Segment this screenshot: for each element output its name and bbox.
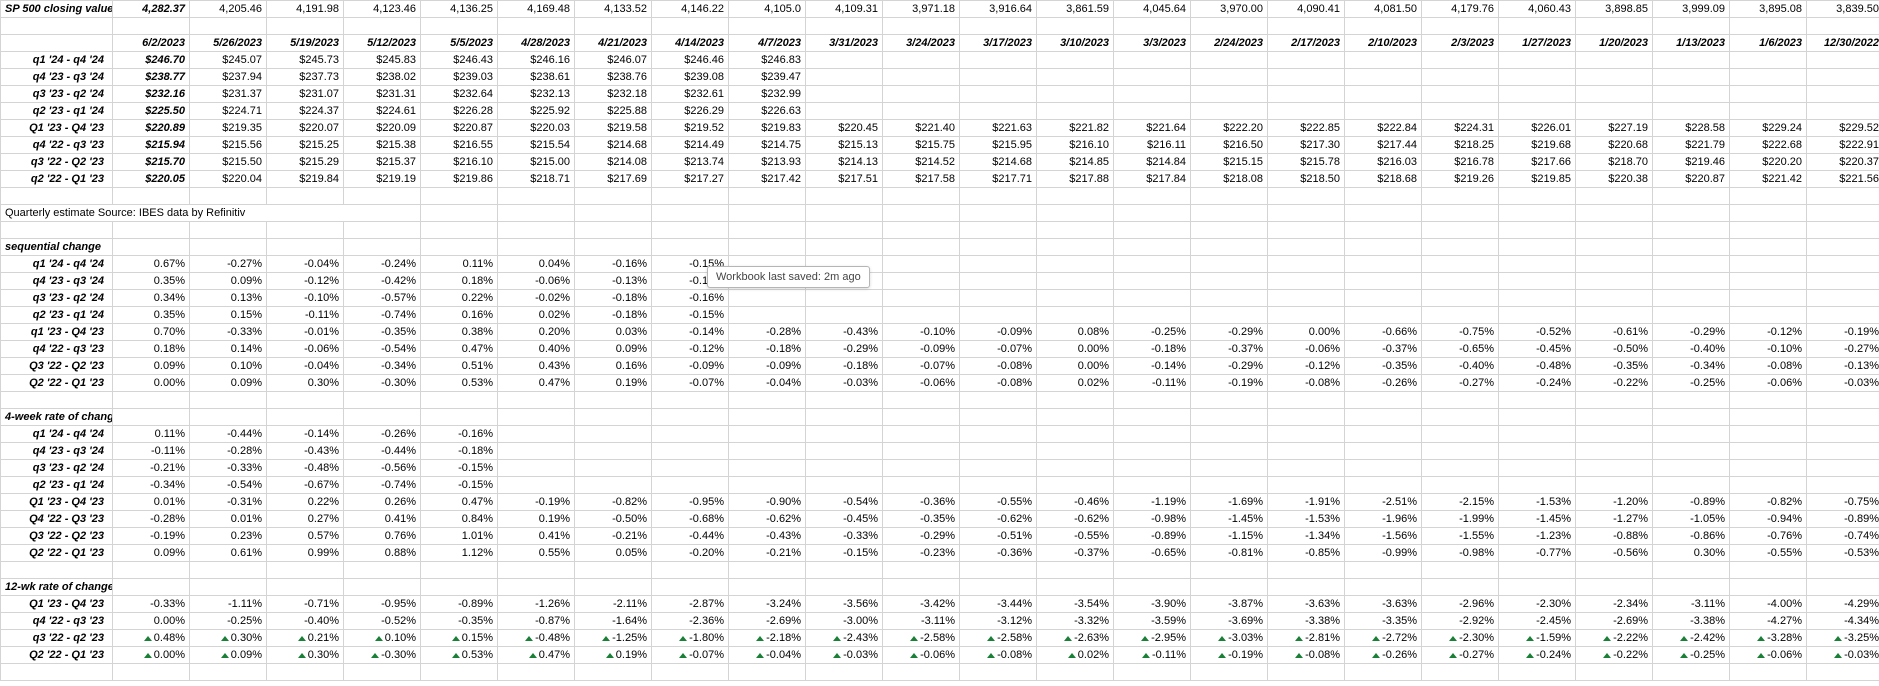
data-row[interactable]: Q1 '23 - Q4 '23$220.89$219.35$220.07$220… xyxy=(1,120,1879,137)
data-row[interactable]: q2 '23 - q1 '24$225.50$224.71$224.37$224… xyxy=(1,103,1879,120)
data-row[interactable]: Q2 '22 - Q1 '230.09%0.61%0.99%0.88%1.12%… xyxy=(1,545,1879,562)
data-row[interactable]: q3 '23 - q2 '240.34%0.13%-0.10%-0.57%0.2… xyxy=(1,290,1879,307)
data-row[interactable]: q4 '22 - q3 '230.18%0.14%-0.06%-0.54%0.4… xyxy=(1,341,1879,358)
data-row[interactable]: q4 '23 - q3 '24-0.11%-0.28%-0.43%-0.44%-… xyxy=(1,443,1879,460)
data-row[interactable]: q3 '22 - Q2 '23$215.70$215.50$215.29$215… xyxy=(1,154,1879,171)
data-row[interactable]: Q4 '22 - Q3 '23-0.28%0.01%0.27%0.41%0.84… xyxy=(1,511,1879,528)
data-row[interactable]: q4 '23 - q3 '240.35%0.09%-0.12%-0.42%0.1… xyxy=(1,273,1879,290)
data-row[interactable]: q2 '23 - q1 '240.35%0.15%-0.11%-0.74%0.1… xyxy=(1,307,1879,324)
data-row[interactable]: q1 '24 - q4 '240.67%-0.27%-0.04%-0.24%0.… xyxy=(1,256,1879,273)
data-row[interactable]: Q2 '22 - Q1 '230.00%0.09%0.30%-0.30%0.53… xyxy=(1,647,1879,664)
data-row[interactable]: q3 '22 - q2 '230.48%0.30%0.21%0.10%0.15%… xyxy=(1,630,1879,647)
data-row[interactable]: q4 '22 - q3 '23$215.94$215.56$215.25$215… xyxy=(1,137,1879,154)
date-header-row[interactable]: 6/2/20235/26/20235/19/20235/12/20235/5/2… xyxy=(1,35,1879,52)
section-title: sequential change xyxy=(1,239,1879,256)
data-row[interactable]: q2 '22 - Q1 '23$220.05$220.04$219.84$219… xyxy=(1,171,1879,188)
sp500-row[interactable]: SP 500 closing value4,282.374,205.464,19… xyxy=(1,1,1879,18)
data-row[interactable]: q4 '22 - q3 '230.00%-0.25%-0.40%-0.52%-0… xyxy=(1,613,1879,630)
data-row[interactable]: q3 '23 - q2 '24-0.21%-0.33%-0.48%-0.56%-… xyxy=(1,460,1879,477)
data-row[interactable]: q1 '23 - Q4 '230.70%-0.33%-0.01%-0.35%0.… xyxy=(1,324,1879,341)
data-row[interactable]: Q3 '22 - Q2 '230.09%0.10%-0.04%-0.34%0.5… xyxy=(1,358,1879,375)
section-title: 4-week rate of change xyxy=(1,409,1879,426)
data-row[interactable]: Q1 '23 - Q4 '23-0.33%-1.11%-0.71%-0.95%-… xyxy=(1,596,1879,613)
data-row[interactable]: q3 '23 - q2 '24$232.16$231.37$231.07$231… xyxy=(1,86,1879,103)
save-status-tooltip: Workbook last saved: 2m ago xyxy=(707,266,870,288)
source-note: Quarterly estimate Source: IBES data by … xyxy=(1,205,1879,222)
data-row[interactable]: Q2 '22 - Q1 '230.00%0.09%0.30%-0.30%0.53… xyxy=(1,375,1879,392)
data-row[interactable]: q4 '23 - q3 '24$238.77$237.94$237.73$238… xyxy=(1,69,1879,86)
spreadsheet-grid: SP 500 closing value4,282.374,205.464,19… xyxy=(0,0,1879,681)
section-title: 12-wk rate of change xyxy=(1,579,1879,596)
data-row[interactable]: Q3 '22 - Q2 '23-0.19%0.23%0.57%0.76%1.01… xyxy=(1,528,1879,545)
data-row[interactable]: q1 '24 - q4 '24$246.70$245.07$245.73$245… xyxy=(1,52,1879,69)
data-row[interactable]: q2 '23 - q1 '24-0.34%-0.54%-0.67%-0.74%-… xyxy=(1,477,1879,494)
data-row[interactable]: q1 '24 - q4 '240.11%-0.44%-0.14%-0.26%-0… xyxy=(1,426,1879,443)
data-row[interactable]: Q1 '23 - Q4 '230.01%-0.31%0.22%0.26%0.47… xyxy=(1,494,1879,511)
